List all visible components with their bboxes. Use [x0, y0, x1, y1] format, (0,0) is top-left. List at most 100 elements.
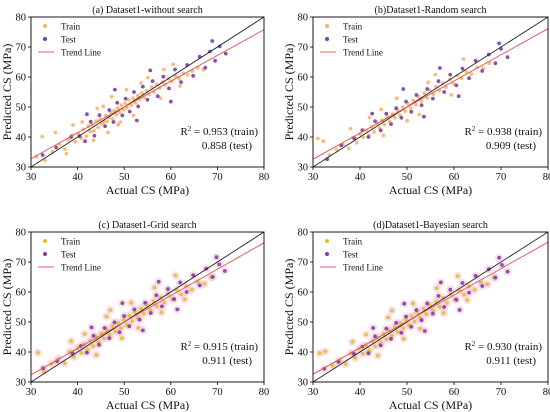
train-point: [179, 292, 183, 297]
test-point: [140, 84, 145, 89]
train-point: [353, 356, 358, 360]
train-point: [461, 292, 466, 297]
x-tick-label: 40: [355, 172, 366, 183]
x-tick-label: 30: [26, 172, 37, 183]
y-tick-label: 80: [16, 13, 27, 24]
train-point: [455, 274, 460, 278]
train-point: [94, 353, 99, 357]
y-tick-label: 40: [298, 348, 309, 359]
chart-title: (b)Dataset1-Random search: [375, 5, 487, 16]
test-point: [136, 104, 141, 109]
y-tick-label: 40: [298, 133, 309, 144]
r2-train-value: 0.930 (train): [487, 341, 542, 353]
train-point: [469, 72, 474, 76]
x-axis-label: Actual CS (MPa): [106, 398, 189, 412]
test-point: [160, 304, 164, 309]
train-point: [424, 312, 429, 317]
test-point: [217, 262, 222, 267]
r2-train-value: 0.938 (train): [487, 126, 542, 138]
train-point: [161, 67, 166, 72]
test-point: [112, 87, 117, 92]
test-point: [111, 120, 116, 124]
train-point: [178, 84, 183, 88]
y-tick-label: 50: [16, 103, 27, 114]
test-point: [168, 99, 173, 104]
y-tick-label: 70: [16, 43, 27, 54]
test-point: [460, 66, 465, 71]
plot-frame: [312, 16, 549, 168]
y-tick-label: 50: [298, 318, 309, 329]
trend-line: [313, 241, 548, 375]
y-tick-label: 70: [298, 258, 309, 269]
x-tick-label: 50: [119, 387, 130, 398]
test-point: [89, 325, 94, 330]
test-point: [184, 290, 189, 294]
train-point: [105, 130, 110, 135]
test-point: [203, 65, 208, 70]
r2-test-annotation: 0.909 (test): [486, 140, 536, 152]
test-point: [448, 72, 453, 77]
r2-train-value: 0.915 (train): [203, 341, 258, 353]
train-point: [101, 104, 106, 109]
test-point: [197, 283, 202, 288]
train-point: [127, 313, 132, 318]
y-axis-label: Predicted CS (MPa): [282, 259, 296, 356]
x-tick-label: 40: [72, 387, 83, 398]
test-point: [384, 326, 389, 331]
test-point: [480, 69, 485, 73]
train-point: [102, 336, 107, 341]
y-axis-label: Predicted CS (MPa): [282, 44, 296, 141]
x-tick-label: 70: [212, 387, 223, 398]
x-tick-label: 60: [449, 387, 460, 398]
train-point: [88, 129, 93, 134]
test-point: [436, 294, 441, 298]
test-point: [409, 324, 414, 329]
test-point: [191, 273, 196, 278]
test-point: [102, 326, 107, 330]
y-tick-label: 60: [16, 288, 27, 299]
test-point: [389, 122, 393, 126]
train-point: [136, 326, 141, 330]
test-point: [404, 314, 408, 319]
test-point: [107, 108, 112, 112]
test-point: [175, 307, 180, 312]
train-point: [152, 285, 157, 290]
train-point: [116, 122, 121, 127]
test-point: [401, 87, 406, 91]
test-point: [442, 90, 447, 94]
train-point: [422, 91, 427, 96]
y-tick-label: 30: [298, 163, 309, 174]
train-point: [367, 348, 372, 353]
test-point: [419, 318, 424, 323]
train-point: [430, 308, 435, 313]
train-point: [84, 134, 89, 139]
train-point: [158, 96, 163, 101]
train-point: [414, 102, 418, 107]
x-tick-label: 30: [308, 172, 319, 183]
test-point: [414, 93, 419, 97]
test-point: [370, 111, 375, 116]
test-point: [173, 67, 177, 72]
test-point: [179, 80, 183, 84]
train-point: [403, 109, 408, 114]
test-point: [425, 301, 430, 306]
r2-train-annotation: R2 = 0.930 (train): [464, 340, 542, 353]
train-point: [131, 96, 135, 101]
train-point: [330, 363, 335, 368]
test-point: [384, 111, 389, 116]
train-point: [148, 308, 153, 312]
train-point: [162, 300, 167, 305]
train-point: [154, 304, 159, 309]
train-point: [348, 126, 353, 131]
train-point: [395, 330, 400, 334]
test-point: [172, 297, 176, 302]
test-point: [454, 297, 459, 302]
train-point: [121, 107, 126, 112]
test-point: [505, 269, 510, 274]
train-point: [419, 99, 424, 103]
test-point: [112, 320, 117, 325]
x-tick-label: 80: [259, 387, 270, 398]
y-tick-label: 60: [298, 73, 309, 84]
